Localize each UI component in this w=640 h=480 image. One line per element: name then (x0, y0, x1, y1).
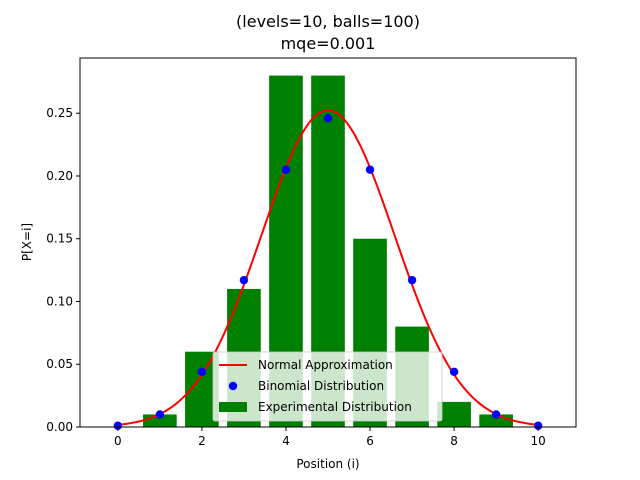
normal-approximation-line (117, 109, 539, 426)
x-tick-label-10: 10 (531, 434, 546, 448)
binomial-point-6 (365, 165, 375, 174)
legend-label-binomial-distribution: Binomial Distribution (258, 379, 384, 393)
binomial-points-group (113, 114, 543, 430)
y-tick-label-4: 0.20 (46, 169, 73, 183)
legend-swatch-binomial-distribution (228, 381, 238, 391)
binomial-point-1 (155, 410, 165, 419)
x-axis-label: Position (i) (296, 457, 359, 471)
y-tick-label-3: 0.15 (46, 232, 73, 246)
chart-title-line-2: mqe=0.001 (281, 34, 376, 53)
x-axis: 0 2 4 6 8 10 (114, 427, 546, 448)
x-tick-label-8: 8 (450, 434, 458, 448)
y-tick-label-2: 0.10 (46, 294, 73, 308)
x-tick-label-6: 6 (366, 434, 374, 448)
legend-label-normal-approximation: Normal Approximation (258, 358, 393, 372)
x-tick-label-4: 4 (282, 434, 290, 448)
binomial-point-7 (407, 275, 417, 285)
plot-frame (79, 57, 577, 428)
x-tick-label-0: 0 (114, 434, 122, 448)
chart-title-line-1: (levels=10, balls=100) (236, 12, 420, 31)
y-tick-label-0: 0.00 (46, 420, 73, 434)
binomial-point-4 (281, 165, 291, 174)
y-axis: 0.00 0.05 0.10 0.15 0.20 0.25 (46, 106, 80, 434)
y-tick-label-5: 0.25 (46, 106, 73, 120)
binomial-point-2 (197, 367, 207, 376)
normal-curve-group (117, 109, 539, 426)
legend-box (212, 351, 443, 422)
legend: Normal Approximation Binomial Distributio… (212, 351, 443, 422)
binomial-point-3 (239, 275, 249, 285)
binomial-point-5 (323, 114, 333, 123)
binomial-point-9 (491, 410, 501, 419)
experimental-bar-8 (437, 401, 471, 427)
y-axis-label: P[X=i] (20, 223, 34, 261)
y-tick-label-1: 0.05 (46, 357, 73, 371)
x-tick-label-2: 2 (198, 434, 206, 448)
binomial-point-10 (533, 421, 543, 430)
legend-swatch-experimental-distribution (219, 402, 247, 412)
binomial-point-8 (449, 367, 459, 376)
legend-label-experimental-distribution: Experimental Distribution (258, 400, 412, 414)
binomial-point-0 (113, 421, 123, 430)
